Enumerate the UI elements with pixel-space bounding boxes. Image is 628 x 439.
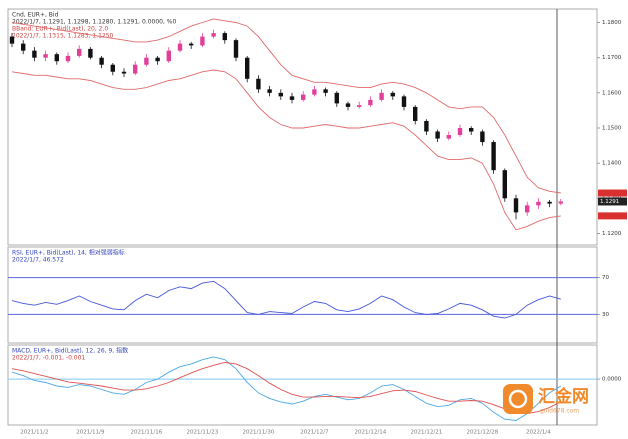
price-subtitle: 2022/1/7, 1.1291, 1.1298, 1.1280, 1.1291… [12,19,177,26]
x-tick-label: 2021/12/21 [411,430,443,436]
candle-body [133,64,138,74]
series-line [11,280,561,319]
candle-body [289,96,295,100]
candle-body [457,128,463,136]
y-tick-label: 1.1600 [602,90,622,96]
candle-body [211,33,216,37]
candle-body [77,48,82,56]
band-box [598,212,627,220]
macd-panel [7,344,598,426]
y-tick-label: 0.0000 [602,377,622,383]
candle-body [278,92,283,97]
candle-body [323,89,328,93]
logo [503,384,533,414]
candle-body [222,33,227,41]
logo-mark [508,389,528,409]
candle-body [312,89,317,95]
rsi-subtitle: 2022/1/7, 46.572 [12,257,64,264]
x-tick-label: 2021/11/16 [131,430,163,436]
y-tick-label: 70 [602,275,609,281]
brand: 汇金网 [538,386,589,407]
rsi-title: RSI, EUR+, Bid(Last), 14, 相对强弱指标 [12,249,125,257]
x-tick-label: 2021/12/28 [467,430,499,436]
candle-body [189,43,194,46]
candle-body [401,96,407,107]
x-tick-label: 2021/11/2 [20,430,48,436]
candle-body [413,106,418,121]
band-box [598,189,627,197]
watermark: 汇金网 gold678.com [503,384,589,415]
y-tick-label: 1.1200 [602,231,622,237]
y-tick-label: 30 [602,312,609,318]
candle-body [301,94,306,100]
candle-body [65,55,71,62]
macd-subtitle: 2022/1/7, -0.001, -0.001 [12,355,85,362]
series-line [11,362,561,415]
candle-body [21,43,26,51]
candle-body [166,50,171,62]
x-tick-label: 2021/12/7 [300,430,329,436]
x-tick-label: 2021/11/30 [243,430,275,436]
candle-body [99,57,104,65]
candle-body [267,89,272,93]
candle-body [491,142,496,171]
candle-body [424,120,429,132]
candle-body [345,103,351,107]
indicator-values: 2022/1/7, 1.1315, 1.1283, 1.1250 [12,33,114,40]
series-line [11,356,562,421]
macd-title: MACD, EUR+, Bid(Last), 12, 26, 9, 指数 [12,347,128,355]
candle-body [502,170,507,199]
candle-body [155,57,160,62]
candle-body [334,92,339,104]
price-title: Cnd, EUR+, Bid [12,12,59,19]
candle-body [177,43,183,51]
candle-body [547,201,552,204]
y-tick-label: 1.1700 [602,55,622,61]
indicator-label: BBand: EUR+, Bid(Last), 20, 2.0 [12,26,108,33]
candle-body [233,40,239,58]
candle-body [446,135,451,139]
y-tick-label: 1.1400 [602,161,622,167]
x-tick-label: 2022/1/4 [526,430,551,436]
candle-body [54,54,59,62]
candle-body [536,201,541,206]
series-line [11,69,561,231]
candle-body [110,64,115,72]
candle-body [469,128,474,132]
series-line [11,18,561,194]
candle-body [390,92,395,97]
candle-body [200,36,205,46]
y-tick-label: 1.1500 [602,126,622,132]
candle-body [32,50,37,58]
candle-body [558,201,563,204]
x-tick-label: 2021/12/14 [355,430,387,436]
x-tick-label: 2021/11/23 [187,430,219,436]
candle-body [513,198,519,213]
candle-body [256,78,261,90]
candle-body [368,99,373,106]
candle-body [480,131,485,143]
candle-body [88,48,93,58]
candle-body [121,71,127,74]
candle-body [357,105,362,107]
candle-body [9,36,15,44]
candle-body [379,92,384,100]
rsi-panel [7,246,598,344]
candle-body [525,205,530,213]
price-box [598,197,627,206]
y-tick-label: 1.1800 [602,20,622,26]
site: gold678.com [540,408,579,415]
price-panel [7,8,598,246]
candle-body [144,57,149,65]
x-tick-label: 2021/11/9 [76,430,105,436]
price-label: 1.1291 [600,199,619,205]
candle-body [435,131,440,139]
candle-body [43,54,48,58]
candle-body [245,57,250,79]
